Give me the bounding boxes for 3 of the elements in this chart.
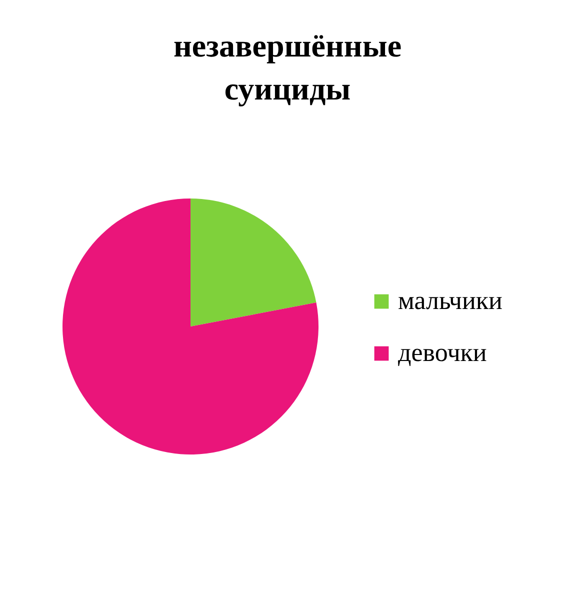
chart-title: незавершённые суициды	[173, 28, 402, 106]
legend-label: девочки	[398, 338, 487, 368]
legend-label: мальчики	[398, 286, 502, 316]
